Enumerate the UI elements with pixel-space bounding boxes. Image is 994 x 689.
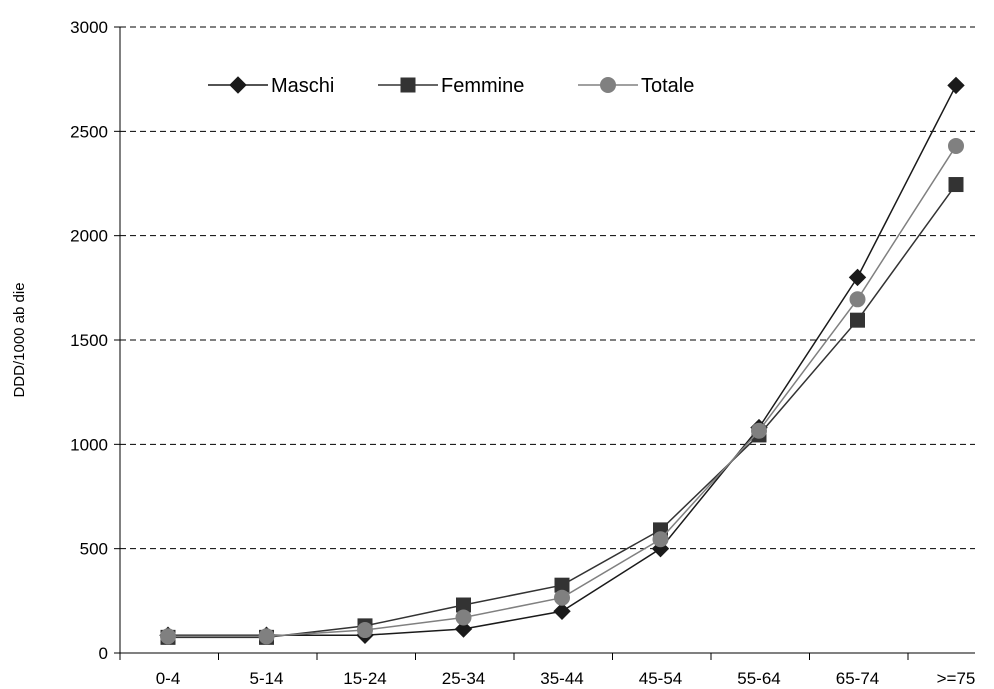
gridlines	[120, 26, 975, 550]
x-axis-ticks: 0-4 5-14 15-24 25-34 35-44 45-54 55-64 65-74 >=7…	[119, 653, 976, 688]
data-point-totale	[554, 589, 570, 606]
legend-marker-totale	[600, 77, 616, 93]
x-tick-label: >=75	[937, 669, 976, 688]
x-tick-label: 65-74	[836, 669, 879, 688]
y-tick-label: 1000	[70, 435, 108, 454]
data-point-totale	[357, 622, 373, 639]
x-tick-label: 35-44	[540, 669, 583, 688]
y-tick-label: 500	[80, 540, 108, 559]
axes	[119, 27, 975, 654]
series-line-totale	[168, 145, 957, 638]
legend-label-femmine: Femmine	[441, 75, 524, 97]
data-point-totale	[652, 531, 669, 548]
series-totale	[160, 137, 964, 645]
legend-item-totale: Totale	[578, 75, 694, 97]
data-point-maschi	[553, 602, 571, 620]
y-tick-label: 2000	[70, 227, 108, 246]
legend-label-totale: Totale	[641, 75, 694, 97]
legend-marker-femmine	[400, 77, 416, 93]
x-tick-label: 25-34	[442, 669, 485, 688]
y-tick-label: 1500	[70, 331, 108, 350]
legend-label-maschi: Maschi	[271, 75, 334, 97]
y-tick-label: 2500	[70, 122, 108, 141]
legend: Maschi Femmine Totale	[208, 75, 694, 97]
y-tick-label: 0	[99, 644, 108, 663]
x-tick-label: 5-14	[249, 669, 283, 688]
data-point-totale	[751, 422, 767, 439]
y-tick-label: 3000	[70, 18, 108, 37]
data-point-femmine	[948, 177, 964, 193]
series-group	[159, 76, 965, 645]
data-point-totale	[258, 628, 275, 645]
data-point-totale	[948, 137, 964, 154]
data-point-femmine	[850, 312, 865, 328]
legend-item-femmine: Femmine	[378, 75, 524, 97]
series-line-femmine	[168, 184, 957, 639]
data-point-maschi	[848, 268, 867, 287]
data-point-maschi	[454, 620, 473, 638]
series-line-maschi	[168, 85, 957, 637]
data-point-totale	[849, 291, 866, 308]
data-point-maschi	[947, 76, 965, 95]
y-axis-ticks: 0 500 1000 1500 2000 2500 3000	[70, 18, 120, 663]
data-point-totale	[160, 628, 176, 645]
x-tick-label: 15-24	[343, 669, 386, 688]
data-point-totale	[455, 609, 472, 626]
x-tick-label: 45-54	[639, 669, 682, 688]
series-maschi	[159, 76, 965, 644]
y-axis-label: DDD/1000 ab die	[11, 282, 28, 397]
legend-item-maschi: Maschi	[208, 75, 334, 97]
legend-marker-maschi	[229, 76, 247, 94]
series-femmine	[160, 177, 964, 645]
x-tick-label: 0-4	[156, 669, 181, 688]
x-tick-label: 55-64	[737, 669, 780, 688]
